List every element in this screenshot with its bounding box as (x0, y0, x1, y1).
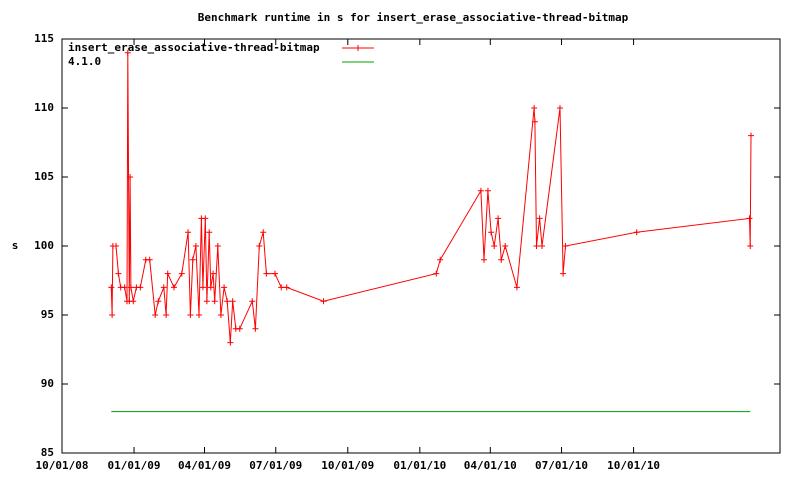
data-point (121, 284, 128, 291)
data-point (502, 243, 509, 249)
data-point (210, 270, 217, 277)
x-tick-label: 04/01/10 (464, 459, 517, 472)
data-point (115, 270, 122, 277)
x-tick-label: 01/01/10 (393, 459, 446, 472)
y-tick-label: 110 (34, 101, 54, 114)
data-point (536, 215, 543, 222)
data-point (260, 229, 267, 236)
data-point (263, 270, 270, 277)
data-point (531, 105, 538, 111)
data-point (227, 339, 234, 346)
data-point (533, 243, 540, 249)
data-point (207, 284, 214, 291)
y-tick-label: 85 (41, 446, 54, 459)
data-point (224, 298, 231, 305)
data-point (538, 243, 545, 249)
chart-title: Benchmark runtime in s for insert_erase_… (198, 11, 629, 24)
data-point (211, 298, 218, 305)
data-point (236, 325, 243, 332)
x-tick-label: 07/01/10 (535, 459, 588, 472)
data-point (108, 284, 115, 291)
y-axis-label: s (12, 239, 19, 252)
x-tick-label: 10/01/09 (321, 459, 374, 472)
x-tick-label: 01/01/09 (108, 459, 161, 472)
data-point (477, 187, 484, 194)
data-point (229, 298, 236, 305)
data-point (178, 270, 185, 277)
data-point (498, 256, 505, 263)
data-point (214, 243, 221, 249)
data-point (203, 298, 210, 305)
data-point (488, 229, 495, 236)
legend-label: 4.1.0 (68, 55, 101, 68)
data-point (271, 270, 278, 277)
data-point (437, 256, 444, 263)
x-tick-label: 10/01/08 (36, 459, 89, 472)
data-point (748, 132, 755, 139)
data-point (283, 284, 290, 291)
data-point (163, 312, 170, 318)
data-point (633, 229, 640, 236)
data-point (170, 284, 177, 291)
data-point (249, 298, 256, 305)
data-point (747, 243, 754, 249)
data-point (484, 187, 491, 194)
data-point (189, 256, 196, 263)
y-tick-label: 90 (41, 377, 54, 390)
data-point (560, 270, 567, 277)
data-point (562, 243, 569, 249)
data-point (531, 118, 538, 125)
x-tick-label: 10/01/10 (607, 459, 660, 472)
y-tick-label: 105 (34, 170, 54, 183)
data-point (109, 312, 116, 318)
data-point (196, 312, 203, 318)
data-point (187, 312, 194, 318)
data-point (164, 270, 171, 277)
legend-marker (355, 45, 361, 51)
data-point (192, 243, 199, 249)
data-point (495, 215, 502, 222)
data-point (127, 284, 134, 291)
y-tick-label: 95 (41, 308, 54, 321)
data-point (221, 284, 228, 291)
y-tick-label: 100 (34, 239, 54, 252)
data-point (252, 325, 259, 332)
data-point (113, 243, 120, 249)
data-point (320, 298, 327, 305)
data-point (199, 284, 206, 291)
data-point (155, 298, 162, 305)
data-point (137, 284, 144, 291)
data-point (433, 270, 440, 277)
data-point (481, 256, 488, 263)
x-tick-label: 04/01/09 (178, 459, 231, 472)
x-tick-label: 07/01/09 (249, 459, 302, 472)
legend-label: insert_erase_associative-thread-bitmap (68, 41, 320, 54)
data-point (278, 284, 285, 291)
data-point (746, 215, 753, 222)
data-point (217, 312, 224, 318)
data-point (256, 243, 263, 249)
y-tick-label: 115 (34, 32, 54, 45)
data-point (152, 312, 159, 318)
data-point (130, 298, 137, 305)
data-point (160, 284, 167, 291)
data-point (206, 229, 213, 236)
data-point (491, 243, 498, 249)
data-point (124, 49, 131, 56)
data-point (127, 174, 134, 180)
data-point (556, 105, 563, 111)
data-point (202, 215, 209, 222)
data-point (513, 284, 520, 291)
data-point (146, 256, 153, 263)
data-point (185, 229, 192, 236)
